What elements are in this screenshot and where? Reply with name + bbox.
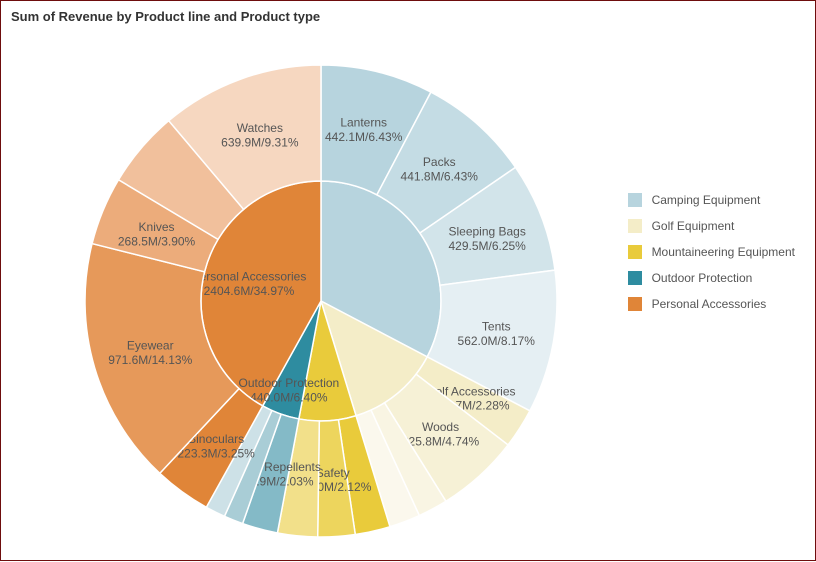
legend-label: Golf Equipment (652, 219, 735, 233)
slice-label: Personal Accessories2404.6M/34.97% (192, 270, 307, 298)
slice-label: Sleeping Bags429.5M/6.25% (448, 224, 526, 252)
legend-swatch (628, 271, 642, 285)
legend-item[interactable]: Personal Accessories (628, 297, 795, 311)
legend-swatch (628, 219, 642, 233)
legend-swatch (628, 245, 642, 259)
legend-swatch (628, 193, 642, 207)
legend-item[interactable]: Mountaineering Equipment (628, 245, 795, 259)
legend-label: Outdoor Protection (652, 271, 753, 285)
legend-label: Personal Accessories (652, 297, 767, 311)
legend-item[interactable]: Outdoor Protection (628, 271, 795, 285)
legend-item[interactable]: Camping Equipment (628, 193, 795, 207)
legend-item[interactable]: Golf Equipment (628, 219, 795, 233)
chart-panel: Sum of Revenue by Product line and Produ… (0, 0, 816, 561)
legend: Camping Equipment Golf Equipment Mountaine… (628, 181, 795, 323)
legend-swatch (628, 297, 642, 311)
legend-label: Mountaineering Equipment (652, 245, 795, 259)
legend-label: Camping Equipment (652, 193, 761, 207)
